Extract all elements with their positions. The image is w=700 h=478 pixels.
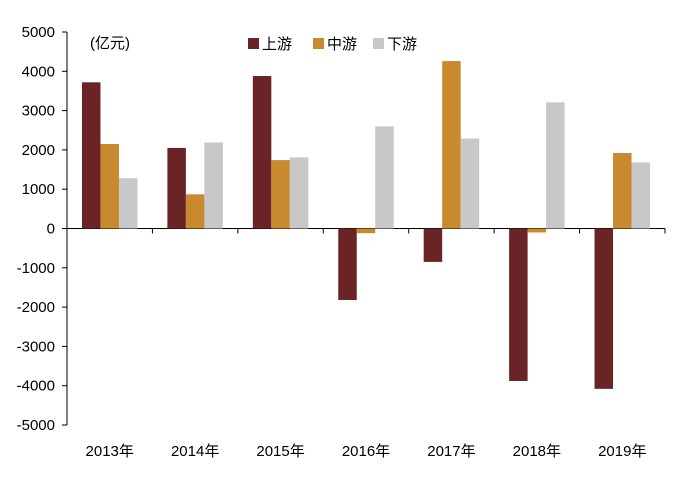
bar [167, 147, 186, 229]
legend-label: 上游 [262, 36, 292, 53]
bar [613, 153, 632, 229]
y-axis: 5000 4000 3000 2000 1000 0 -1000 -2000 -3000 -400… [17, 24, 68, 434]
bar [460, 138, 480, 229]
x-tick-label: 2015年 [256, 443, 304, 460]
bar [100, 144, 119, 229]
bar [631, 162, 651, 229]
y-tick-label: 2000 [22, 142, 55, 159]
x-tick-label: 2017年 [427, 443, 475, 460]
y-tick-label: 1000 [22, 181, 55, 198]
category-labels: 2013年 2014年 2015年 2016年 2017年 2018年 2019年 [86, 443, 647, 460]
y-tick-label: 4000 [22, 63, 55, 80]
bar [423, 228, 443, 262]
y-tick-label: -2000 [17, 299, 55, 316]
y-tick-label: -1000 [17, 260, 55, 277]
bar [185, 194, 205, 229]
bar [204, 142, 223, 229]
bar [356, 228, 376, 234]
bar [442, 61, 461, 229]
bar [118, 178, 138, 229]
bars [81, 61, 651, 389]
bar [375, 126, 394, 229]
bar [271, 160, 290, 229]
y-tick-label: -3000 [17, 338, 55, 355]
y-tick-label: -4000 [17, 378, 55, 395]
bar [252, 76, 272, 229]
bar [338, 228, 357, 301]
bar [546, 102, 565, 229]
bar [509, 228, 528, 381]
bar [527, 228, 547, 233]
x-tick-label: 2019年 [598, 443, 646, 460]
y-tick-label: 3000 [22, 103, 55, 120]
legend-swatch [248, 38, 259, 49]
y-tick-label: -5000 [17, 417, 55, 434]
x-tick-label: 2016年 [342, 443, 390, 460]
y-tick-label: 0 [47, 221, 55, 238]
legend: 上游 中游 下游 [248, 36, 417, 53]
unit-label: (亿元) [90, 35, 130, 52]
legend-label: 中游 [327, 36, 357, 53]
x-tick-label: 2013年 [86, 443, 134, 460]
y-tick-label: 5000 [22, 24, 55, 41]
legend-label: 下游 [387, 36, 417, 53]
x-tick-label: 2018年 [513, 443, 561, 460]
legend-swatch [313, 38, 324, 49]
bar [289, 157, 309, 229]
x-tick-label: 2014年 [171, 443, 219, 460]
bar [594, 228, 614, 389]
bar [81, 82, 101, 229]
legend-swatch [373, 38, 384, 49]
